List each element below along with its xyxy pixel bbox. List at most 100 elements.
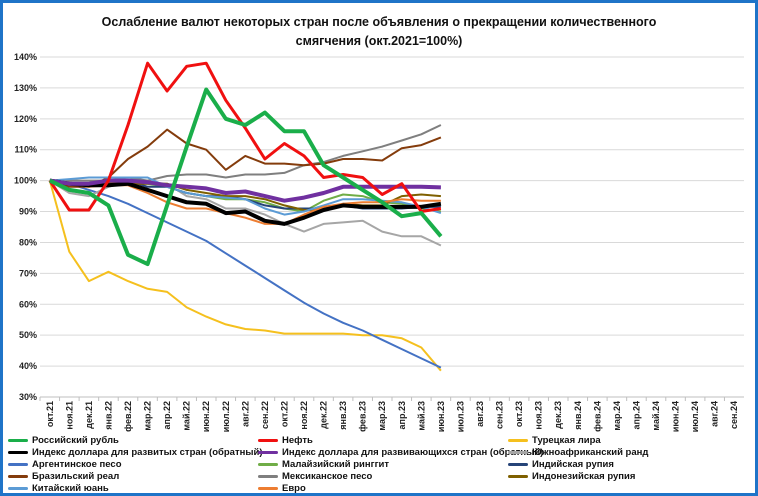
- x-tick-label: май.23: [416, 401, 426, 431]
- legend-item: Нефть: [258, 435, 313, 446]
- legend-item: Евро: [258, 483, 306, 494]
- x-tick-label: мар.22: [143, 401, 153, 431]
- x-tick-label: сен.23: [495, 401, 505, 429]
- x-tick-label: окт.23: [514, 401, 524, 427]
- y-tick-label: 50%: [19, 330, 37, 340]
- legend-label: Бразильский реал: [32, 471, 120, 482]
- x-tick-label: дек.21: [84, 401, 94, 429]
- legend-item: Индийская рупия: [508, 459, 614, 470]
- legend-item: Южноафриканский ранд: [508, 447, 648, 458]
- y-tick-label: 110%: [14, 145, 37, 155]
- legend-item: Китайский юань: [8, 483, 109, 494]
- chart-title-line2: смягчения (окт.2021=100%): [295, 34, 463, 48]
- x-tick-label: фев.23: [358, 401, 368, 432]
- legend-swatch: [258, 487, 278, 490]
- x-tick-label: ноя.22: [299, 401, 309, 430]
- y-tick-label: 120%: [14, 114, 37, 124]
- legend-item: Аргентинское песо: [8, 459, 122, 470]
- x-tick-label: окт.22: [279, 401, 289, 427]
- legend-label: Малайзийский ринггит: [282, 459, 390, 470]
- y-tick-label: 140%: [14, 52, 37, 62]
- series-line-0: [48, 87, 443, 267]
- series-line-2: [48, 180, 442, 372]
- x-tick-label: авг.23: [475, 401, 485, 427]
- series-line-6: [49, 179, 442, 369]
- legend-swatch: [8, 463, 28, 466]
- chart-title-line1: Ослабление валют некоторых стран после о…: [101, 15, 657, 29]
- y-tick-label: 30%: [19, 392, 37, 402]
- legend-label: Турецкая лира: [532, 435, 601, 446]
- x-tick-label: авг.22: [240, 401, 250, 427]
- y-tick-label: 130%: [14, 83, 37, 93]
- series-line-10: [49, 124, 442, 182]
- legend-label: Аргентинское песо: [32, 459, 122, 470]
- legend-item: Турецкая лира: [508, 435, 601, 446]
- y-tick-label: 40%: [19, 361, 37, 371]
- legend-item: Мексиканское песо: [258, 471, 372, 482]
- x-tick-label: янв.24: [573, 401, 583, 430]
- legend-swatch: [8, 487, 28, 490]
- x-tick-label: авг.24: [710, 401, 720, 427]
- legend-swatch: [258, 463, 278, 466]
- x-tick-label: июл.23: [455, 401, 465, 432]
- y-tick-label: 60%: [19, 299, 37, 309]
- legend-swatch: [258, 439, 278, 442]
- legend-swatch: [508, 475, 528, 478]
- legend-label: Евро: [282, 483, 306, 494]
- legend-item: Индекс доллара для развивающихся стран (…: [258, 447, 543, 458]
- line-chart: 30% 40% 50% 60% 70% 80% 90% 100% 110% 120% 130% 140…: [14, 52, 744, 432]
- legend: Российский рубль Нефть Турецкая лира Индекс…: [3, 433, 755, 493]
- series-line-3: [49, 178, 442, 226]
- legend-item: Российский рубль: [8, 435, 119, 446]
- y-tick-label: 100%: [14, 176, 37, 186]
- legend-swatch: [258, 451, 278, 454]
- y-tick-label: 80%: [19, 237, 37, 247]
- x-tick-label: май.24: [651, 401, 661, 431]
- chart-title: Ослабление валют некоторых стран после о…: [3, 13, 755, 51]
- legend-label: Нефть: [282, 435, 313, 446]
- legend-label: Китайский юань: [32, 483, 109, 494]
- x-tick-label: фев.24: [592, 401, 602, 432]
- series-line-9: [49, 128, 442, 188]
- x-tick-label: июл.22: [221, 401, 231, 432]
- legend-label: Южноафриканский ранд: [532, 447, 649, 458]
- x-tick-label: ноя.23: [534, 401, 544, 430]
- legend-label: Индийская рупия: [532, 459, 614, 470]
- x-tick-label: фев.22: [123, 401, 133, 432]
- series-line-1: [48, 61, 442, 213]
- x-tick-label: июн.24: [671, 401, 681, 432]
- x-tick-label: мар.24: [612, 401, 622, 431]
- series-line-4: [49, 178, 441, 203]
- legend-item: Малайзийский ринггит: [258, 459, 389, 470]
- legend-swatch: [508, 451, 528, 454]
- x-tick-label: июн.22: [201, 401, 211, 432]
- y-tick-label: 90%: [19, 207, 37, 217]
- x-tick-label: апр.23: [397, 401, 407, 429]
- x-tick-label: апр.22: [162, 401, 172, 429]
- x-tick-label: сен.24: [729, 401, 739, 429]
- x-tick-label: май.22: [182, 401, 192, 431]
- x-tick-label: окт.21: [45, 401, 55, 427]
- legend-label: Российский рубль: [32, 435, 119, 446]
- legend-label: Мексиканское песо: [282, 471, 373, 482]
- x-tick-label: июл.24: [690, 401, 700, 432]
- x-tick-label: сен.22: [260, 401, 270, 429]
- x-tick-label: июн.23: [436, 401, 446, 432]
- legend-item: Бразильский реал: [8, 471, 119, 482]
- legend-swatch: [8, 451, 28, 454]
- x-tick-label: мар.23: [377, 401, 387, 431]
- y-tick-label: 70%: [19, 268, 37, 278]
- legend-swatch: [508, 463, 528, 466]
- legend-label: Индекс доллара для развивающихся стран (…: [282, 447, 544, 458]
- legend-swatch: [8, 439, 28, 442]
- x-tick-label: янв.22: [103, 401, 113, 430]
- x-tick-label: янв.23: [338, 401, 348, 430]
- x-tick-label: ноя.21: [64, 401, 74, 430]
- x-tick-label: дек.23: [553, 401, 563, 429]
- x-tick-label: апр.24: [631, 401, 641, 429]
- legend-item: Индонезийская рупия: [508, 471, 635, 482]
- legend-swatch: [508, 439, 528, 442]
- legend-swatch: [8, 475, 28, 478]
- legend-label: Индонезийская рупия: [532, 471, 636, 482]
